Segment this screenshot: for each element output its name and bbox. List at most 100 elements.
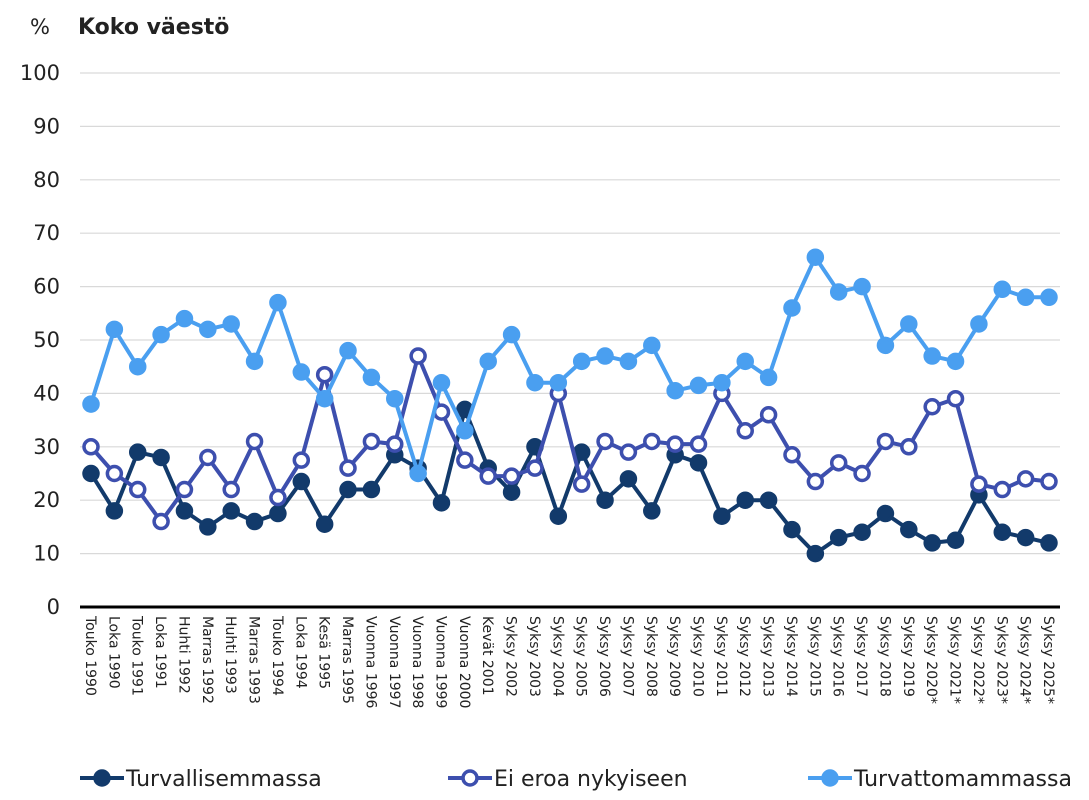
point	[152, 512, 170, 531]
y-tick-label: 90	[33, 114, 60, 138]
y-tick-label: 100	[20, 61, 60, 85]
point	[643, 502, 661, 520]
point	[245, 432, 264, 451]
point	[970, 475, 988, 493]
point	[876, 336, 895, 355]
point	[643, 336, 661, 355]
point	[502, 325, 521, 344]
x-tick-label: Syksy 2011	[713, 616, 729, 697]
x-tick-label: Vuonna 2000	[456, 616, 472, 708]
point	[386, 435, 404, 453]
point	[152, 448, 170, 467]
point	[105, 464, 124, 483]
point	[689, 376, 708, 395]
x-tick-label: Syksy 2018	[876, 616, 892, 697]
point	[829, 528, 848, 547]
x-tick-label: Syksy 2017	[853, 616, 869, 697]
point	[759, 368, 778, 387]
x-tick-label: Syksy 2015	[806, 616, 822, 697]
x-tick-label: Loka 1991	[152, 616, 168, 689]
point	[362, 480, 381, 499]
point	[923, 398, 941, 416]
point	[315, 365, 334, 384]
point	[759, 406, 778, 424]
x-tick-label: Syksy 2006	[596, 616, 612, 697]
point	[222, 480, 240, 499]
point	[409, 464, 427, 483]
chart-title: Koko väestö	[78, 15, 229, 40]
x-tick-label: Syksy 2004	[549, 616, 565, 697]
x-tick-label: Syksy 2005	[573, 616, 589, 697]
point	[736, 422, 754, 440]
point	[900, 315, 918, 333]
x-tick-label: Syksy 2025*	[1040, 616, 1056, 704]
point	[946, 389, 965, 408]
point	[502, 483, 521, 501]
point	[199, 518, 217, 536]
point	[409, 347, 427, 365]
point	[128, 480, 147, 499]
point	[689, 435, 708, 453]
point	[456, 422, 474, 440]
x-tick-label: Syksy 2013	[760, 616, 776, 697]
point	[199, 448, 217, 467]
legend-marker	[821, 769, 839, 787]
point	[619, 443, 638, 461]
point	[643, 432, 661, 451]
point	[1016, 528, 1035, 547]
x-tick-label: Syksy 2003	[526, 616, 542, 697]
point	[806, 248, 825, 266]
point	[269, 504, 287, 523]
x-tick-label: Touko 1994	[269, 615, 285, 696]
y-tick-label: 0	[47, 595, 60, 619]
point	[993, 280, 1012, 299]
x-tick-label: Marras 1992	[199, 616, 215, 704]
point	[1040, 534, 1058, 552]
point	[269, 293, 287, 312]
point	[175, 309, 194, 328]
point	[479, 352, 497, 371]
point	[1016, 288, 1035, 307]
point	[713, 507, 731, 525]
point	[853, 464, 871, 483]
legend-marker	[461, 769, 479, 787]
point	[339, 480, 357, 499]
point	[829, 454, 848, 472]
point	[1040, 472, 1058, 491]
x-tick-label: Syksy 2009	[666, 616, 682, 697]
point	[689, 454, 708, 472]
point	[946, 352, 965, 371]
point	[199, 320, 217, 339]
point	[175, 480, 194, 499]
point	[432, 494, 451, 512]
point	[128, 443, 147, 461]
x-tick-label: Syksy 2012	[736, 616, 752, 697]
x-tick-label: Syksy 2024*	[1017, 616, 1033, 704]
point	[362, 432, 381, 451]
x-tick-label: Syksy 2014	[783, 616, 799, 697]
point	[175, 502, 194, 520]
point	[222, 315, 240, 333]
point	[736, 352, 754, 371]
point	[572, 475, 591, 493]
legend-item: Turvallisemmassa	[80, 767, 322, 792]
point	[806, 544, 825, 563]
x-tick-label: Vuonna 1999	[432, 616, 448, 708]
point	[853, 277, 871, 296]
legend-label: Turvallisemmassa	[125, 767, 322, 792]
x-tick-label: Syksy 2020*	[923, 616, 939, 704]
point	[526, 373, 544, 392]
x-tick-label: Syksy 2016	[830, 616, 846, 697]
point	[339, 341, 357, 360]
point	[759, 491, 778, 509]
point	[853, 523, 871, 541]
point	[572, 443, 591, 461]
point	[923, 347, 941, 365]
x-tick-label: Syksy 2019	[900, 616, 916, 697]
point	[245, 352, 264, 371]
point	[596, 491, 614, 509]
x-tick-label: Syksy 2023*	[993, 616, 1009, 704]
point	[1040, 288, 1058, 307]
legend-item: Ei eroa nykyiseen	[448, 767, 688, 792]
point	[105, 320, 124, 339]
